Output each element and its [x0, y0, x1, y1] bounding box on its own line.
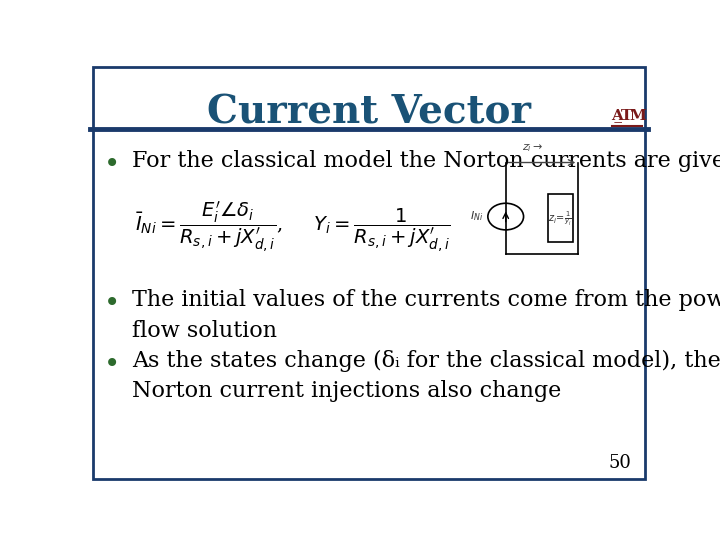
Text: $z_i\!=\!\frac{1}{y_i}$: $z_i\!=\!\frac{1}{y_i}$: [548, 208, 572, 227]
Text: $z_i \rightarrow$: $z_i \rightarrow$: [523, 143, 544, 154]
Text: A: A: [611, 109, 624, 123]
Text: ̲T: ̲T: [622, 109, 633, 123]
Text: 50: 50: [608, 454, 631, 472]
Text: M: M: [629, 109, 646, 123]
Text: For the classical model the Norton currents are given by: For the classical model the Norton curre…: [132, 150, 720, 172]
Text: The initial values of the currents come from the power
flow solution: The initial values of the currents come …: [132, 289, 720, 342]
Text: $\bar{I}_{Ni} = \dfrac{E_i^{\prime}\angle\delta_i}{R_{s,i} + jX_{d,i}^{\prime}}$: $\bar{I}_{Ni} = \dfrac{E_i^{\prime}\angl…: [135, 200, 450, 255]
Text: Current Vector: Current Vector: [207, 94, 531, 132]
Text: •: •: [104, 150, 120, 178]
Text: As the states change (δᵢ for the classical model), the
Norton current injections: As the states change (δᵢ for the classic…: [132, 349, 720, 402]
Text: •: •: [104, 349, 120, 377]
Text: $I_{Ni}$: $I_{Ni}$: [470, 210, 483, 224]
FancyBboxPatch shape: [547, 194, 572, 241]
Text: •: •: [104, 289, 120, 318]
